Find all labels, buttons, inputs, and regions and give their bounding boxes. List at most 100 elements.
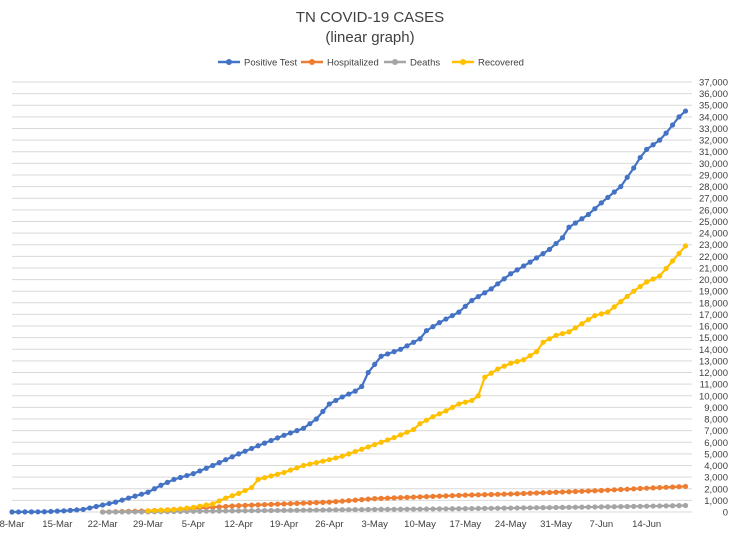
data-point (637, 503, 643, 509)
y-tick-label: 4,000 (704, 461, 728, 472)
data-point (281, 469, 287, 476)
data-point (158, 507, 164, 513)
data-point (521, 490, 527, 497)
x-tick-label: 8-Mar (0, 519, 24, 530)
data-point (346, 498, 352, 504)
data-point (559, 235, 566, 241)
data-point (572, 488, 579, 495)
data-point (527, 505, 533, 511)
data-point (508, 271, 514, 277)
data-point (197, 503, 203, 509)
data-point (346, 507, 352, 513)
data-point (333, 499, 339, 505)
data-point (339, 498, 345, 504)
data-point (598, 487, 604, 494)
data-point (326, 499, 332, 505)
data-point (242, 448, 248, 454)
data-point (631, 486, 637, 492)
data-point (287, 507, 294, 513)
data-point (598, 200, 604, 206)
data-point (443, 493, 449, 499)
data-point (423, 328, 430, 334)
data-point (443, 316, 449, 322)
data-point (682, 108, 689, 114)
data-point (449, 312, 455, 319)
data-point (365, 444, 371, 450)
data-point (462, 492, 468, 498)
data-point (391, 435, 397, 441)
data-point (566, 504, 572, 510)
data-point (287, 430, 294, 436)
data-point (566, 224, 572, 230)
data-point (572, 325, 579, 331)
data-point (469, 505, 475, 512)
data-point (579, 504, 585, 510)
x-tick-label: 3-May (361, 519, 388, 530)
data-point (618, 486, 624, 493)
data-point (229, 503, 235, 509)
data-point (430, 324, 436, 330)
data-point (501, 363, 507, 369)
data-point (482, 374, 488, 380)
data-point (469, 397, 475, 404)
data-point (559, 504, 566, 510)
data-point (637, 283, 643, 290)
data-point (469, 492, 475, 498)
data-point (456, 506, 462, 512)
data-point (145, 489, 151, 495)
data-point (449, 506, 455, 512)
data-point (300, 507, 307, 513)
y-tick-label: 29,000 (699, 170, 728, 181)
data-point (22, 509, 28, 515)
data-point (242, 502, 248, 508)
data-point (553, 332, 559, 338)
data-point (650, 485, 656, 491)
y-tick-label: 23,000 (699, 240, 728, 251)
data-point (223, 508, 229, 514)
y-tick-label: 18,000 (699, 298, 728, 309)
data-point (669, 258, 676, 264)
data-point (631, 165, 637, 171)
data-point (559, 331, 566, 337)
data-point (417, 506, 423, 512)
data-point (657, 503, 663, 509)
data-point (488, 370, 494, 376)
data-point (533, 490, 540, 496)
data-point (294, 507, 300, 513)
data-point (307, 500, 313, 506)
data-point (430, 493, 436, 499)
data-point (61, 508, 67, 514)
data-point (605, 487, 611, 493)
data-point (15, 509, 22, 515)
data-point (650, 503, 656, 509)
y-tick-label: 30,000 (699, 159, 728, 170)
data-point (521, 357, 527, 363)
data-point (119, 497, 125, 503)
data-point (540, 339, 546, 345)
data-point (352, 507, 358, 513)
data-point (553, 240, 559, 247)
data-point (261, 502, 268, 508)
data-point (657, 137, 663, 143)
data-point (359, 497, 365, 503)
data-point (255, 443, 261, 449)
legend-swatch-marker (309, 59, 315, 65)
gridlines (12, 81, 692, 513)
data-point (559, 489, 566, 495)
data-point (359, 383, 365, 390)
data-point (145, 508, 151, 514)
data-point (521, 263, 527, 269)
data-point (404, 429, 410, 435)
data-point (164, 479, 171, 485)
data-point (339, 394, 345, 400)
data-point (177, 474, 183, 481)
x-tick-label: 29-Mar (133, 519, 163, 530)
data-point (313, 416, 319, 422)
data-point (125, 509, 132, 515)
data-point (203, 502, 209, 508)
y-tick-label: 8,000 (704, 415, 728, 426)
data-point (397, 495, 404, 501)
data-point (462, 303, 468, 309)
